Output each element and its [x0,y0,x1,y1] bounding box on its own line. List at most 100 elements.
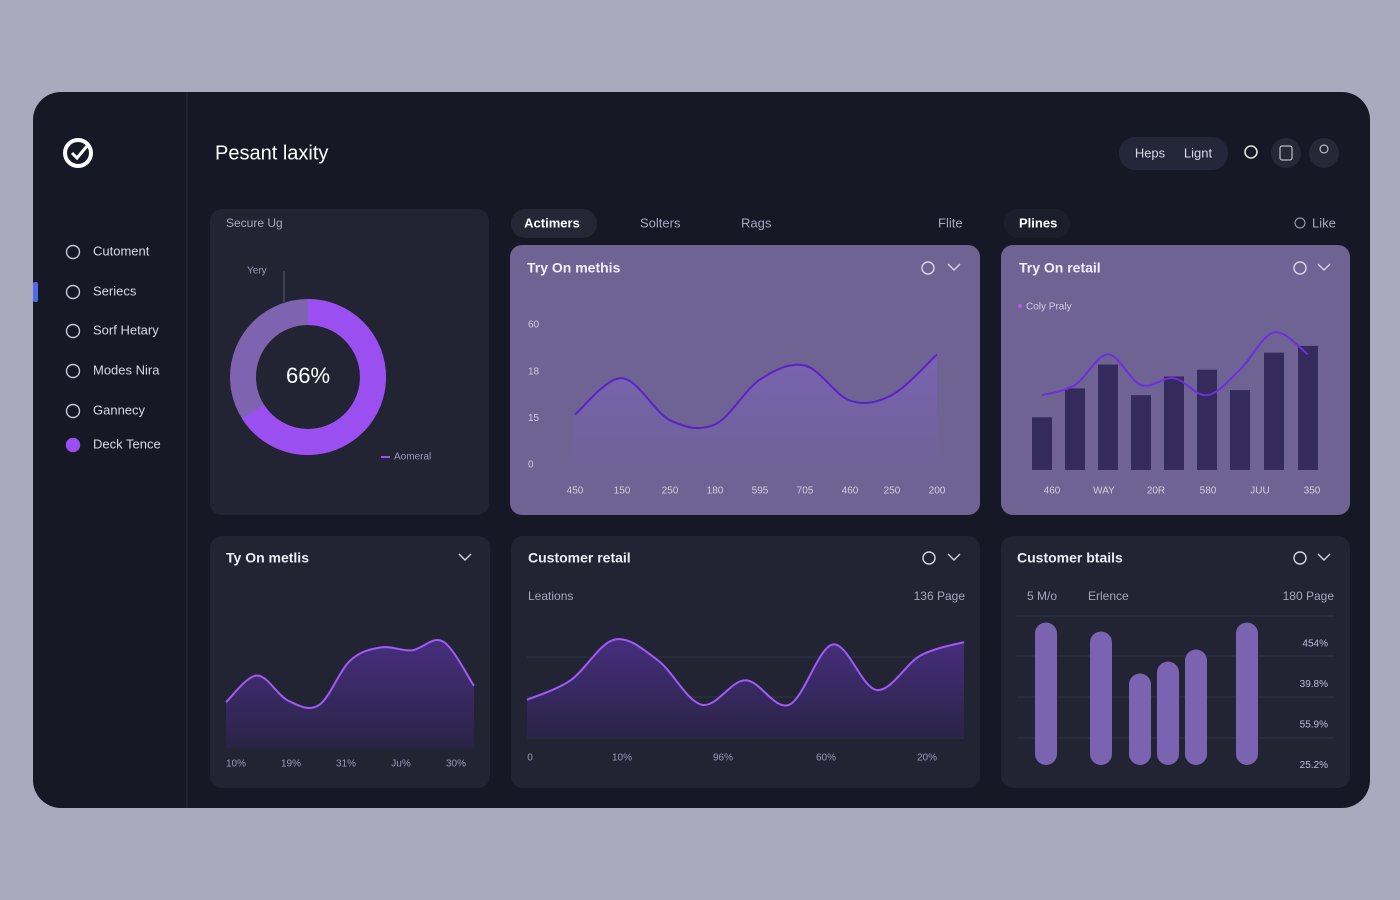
tab[interactable]: Rags [741,215,772,230]
x-axis-label: 595 [752,486,769,497]
nav-item[interactable]: Modes Nira [93,362,160,377]
x-axis-label: 10% [226,759,246,770]
tab-active [1004,209,1070,238]
bar [1197,369,1217,470]
bar [1185,649,1207,765]
x-axis-label: 20R [1147,486,1165,497]
settings-icon[interactable] [921,261,935,275]
x-axis-label: Ju% [391,759,411,770]
y-axis-label: 55.9% [1300,720,1328,731]
bar [1157,661,1179,765]
x-axis-label: 250 [662,486,679,497]
x-axis-label: 200 [929,486,946,497]
x-axis-label: 60% [816,753,836,764]
panel-title: Try On retail [1019,260,1101,276]
bar [1236,622,1258,765]
user-glyph [1319,144,1329,154]
x-axis-label: 460 [1044,486,1061,497]
tab[interactable]: Flite [938,215,963,230]
area-fill [575,354,937,465]
area-line [574,353,938,430]
active-indicator [33,282,38,302]
donut-label: Yery [247,266,267,277]
panel-note: 180 Page [1283,589,1335,603]
x-axis-label: 180 [707,486,724,497]
y-axis-label: 39.8% [1300,679,1328,690]
panel-title: Customer retail [528,550,631,566]
logo-check [70,145,89,161]
panel [1001,536,1350,788]
area-line [526,638,965,707]
chevron[interactable] [1317,263,1331,271]
panel-label: 5 M/o [1027,589,1057,603]
x-axis-label: 350 [1304,486,1321,497]
nav-item[interactable]: Gannecy [93,402,146,417]
logo [63,138,93,168]
y-axis-label: 25.2% [1300,760,1328,771]
bar [1098,364,1118,470]
nav-icon [65,323,81,339]
settings-icon[interactable] [1293,261,1307,275]
line [1041,331,1309,397]
panel [511,536,980,788]
x-axis-label: 30% [446,759,466,770]
app-title: Pesant laxity [215,142,328,164]
x-axis-label: 150 [614,486,631,497]
x-axis-label: 20% [917,753,937,764]
panel-subtitle: Leations [528,589,573,603]
x-axis-label: 705 [797,486,814,497]
header-pill [1119,137,1228,170]
bar [1131,395,1151,470]
chevron[interactable] [947,553,961,561]
panel [510,245,980,515]
nav-icon [65,437,81,453]
nav-item[interactable]: Deck Tence [93,436,161,451]
bar [1035,622,1057,765]
bar [1164,376,1184,470]
x-axis-label: WAY [1093,486,1115,497]
bar [1090,631,1112,765]
area-fill [527,639,964,738]
area-line [225,639,475,709]
doc-glyph [1279,145,1293,161]
tab[interactable]: Plines [1019,215,1057,230]
y-axis-label: 15 [528,413,540,424]
panel-title: Customer btails [1017,550,1123,566]
bar [1298,345,1318,470]
nav-item[interactable]: Cutoment [93,243,150,258]
tab[interactable]: Solters [640,215,681,230]
x-axis-label: 19% [281,759,301,770]
search-icon[interactable] [1244,145,1258,159]
nav-icon [65,284,81,300]
area-fill [226,639,474,748]
y-axis-label: 18 [528,366,540,377]
legend-label: Coly Praly [1026,302,1072,313]
donut-value: 66% [286,363,330,388]
nav-icon [65,403,81,419]
bar [1230,390,1250,470]
x-axis-label: 10% [612,753,632,764]
chevron[interactable] [947,263,961,271]
settings-icon[interactable] [922,551,936,565]
tab[interactable]: Actimers [524,215,580,230]
panel-title: Secure Ug [226,216,283,230]
y-axis-label: 454% [1302,639,1328,650]
tab[interactable]: Like [1312,215,1336,230]
nav-item[interactable]: Seriecs [93,283,137,298]
header-button[interactable]: Heps [1135,145,1166,160]
panel-actions [458,261,1331,565]
header-button[interactable]: Lignt [1184,145,1213,160]
y-axis-label: 0 [528,460,534,471]
legend-swatch [1018,304,1022,308]
chevron[interactable] [458,553,472,561]
doc-icon[interactable] [1271,138,1301,168]
x-axis-label: JUU [1250,486,1269,497]
panel-title: Ty On metlis [226,550,309,566]
legend-label: Aomeral [394,452,431,463]
x-axis-label: 31% [336,759,356,770]
nav-item[interactable]: Sorf Hetary [93,322,159,337]
chevron[interactable] [1317,553,1331,561]
panel-title: Try On methis [527,260,621,276]
settings-icon[interactable] [1293,551,1307,565]
